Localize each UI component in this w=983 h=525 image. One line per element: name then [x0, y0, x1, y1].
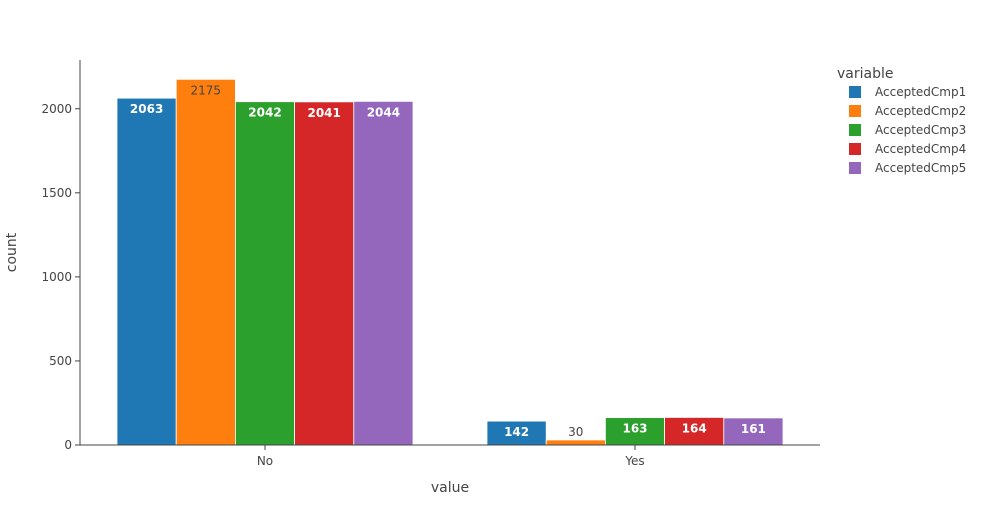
- bar-data-label: 142: [504, 425, 529, 439]
- bars-layer: [116, 78, 784, 446]
- bar: [545, 439, 606, 446]
- bar-data-label: 2063: [130, 102, 163, 116]
- y-tick-label: 2000: [41, 102, 72, 116]
- y-tick-label: 1500: [41, 186, 72, 200]
- bar: [116, 97, 177, 446]
- bar-data-label: 2042: [248, 106, 281, 120]
- bar-data-label: 2041: [307, 106, 340, 120]
- legend: variable AcceptedCmp1 AcceptedCmp2 Accepte…: [837, 66, 966, 175]
- bar: [234, 101, 295, 446]
- y-ticks: 0 500 1000 1500 2000: [41, 102, 80, 452]
- x-axis-title: value: [431, 480, 469, 496]
- y-tick-label: 1000: [41, 270, 72, 284]
- legend-swatch: [849, 143, 861, 155]
- legend-label: AcceptedCmp5: [875, 161, 966, 175]
- y-tick-label: 500: [49, 354, 72, 368]
- bar: [353, 100, 414, 446]
- legend-label: AcceptedCmp2: [875, 104, 966, 118]
- x-tick-label: No: [257, 454, 273, 468]
- bar-data-label: 30: [568, 425, 583, 439]
- legend-swatch: [849, 86, 861, 98]
- bar: [605, 417, 666, 446]
- legend-label: AcceptedCmp4: [875, 142, 966, 156]
- data-labels-layer: 2063 142 2175 30 2042 163 2041 164 2044 161: [130, 83, 766, 439]
- bar-data-label: 2175: [191, 83, 222, 97]
- bar: [175, 78, 236, 446]
- x-ticks: No Yes: [257, 445, 645, 468]
- bar: [294, 101, 355, 446]
- legend-label: AcceptedCmp1: [875, 85, 966, 99]
- bar-data-label: 164: [682, 421, 707, 435]
- y-tick-label: 0: [64, 438, 72, 452]
- legend-swatch: [849, 162, 861, 174]
- x-tick-label: Yes: [624, 454, 644, 468]
- y-axis-title: count: [4, 232, 20, 272]
- bar-data-label: 163: [622, 422, 647, 436]
- legend-swatch: [849, 124, 861, 136]
- bar-data-label: 2044: [367, 105, 400, 119]
- bar: [664, 417, 725, 446]
- legend-label: AcceptedCmp3: [875, 123, 966, 137]
- bar-data-label: 161: [741, 422, 766, 436]
- bar: [723, 417, 784, 446]
- legend-swatch: [849, 105, 861, 117]
- legend-title: variable: [837, 66, 893, 82]
